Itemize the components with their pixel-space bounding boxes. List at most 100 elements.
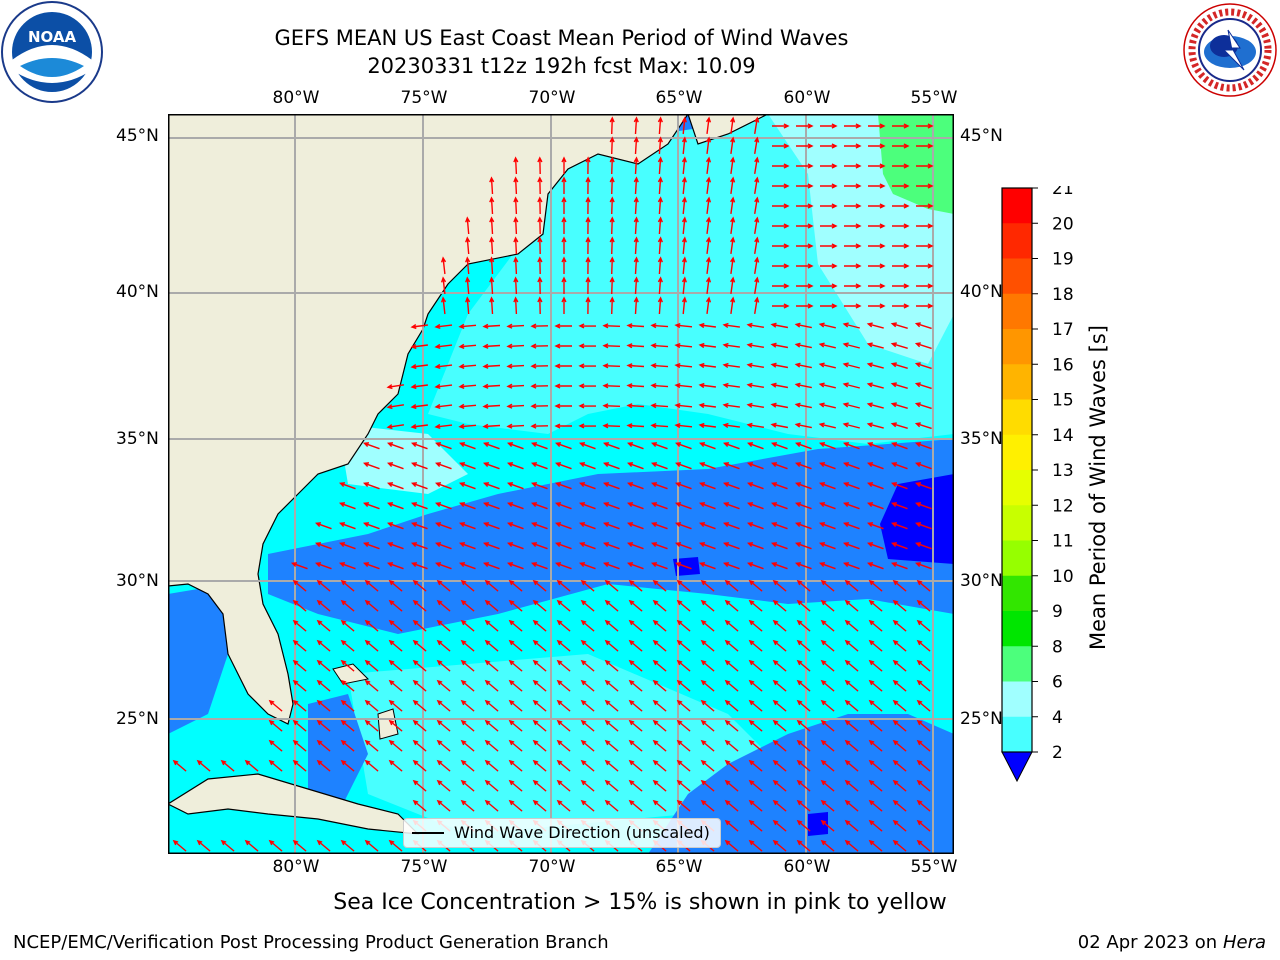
wind-wave-arrow (772, 619, 787, 632)
wind-wave-arrow (794, 362, 812, 369)
wind-wave-arrow (723, 462, 740, 470)
wind-wave-arrow (508, 639, 523, 652)
wind-wave-arrow (772, 599, 787, 612)
wind-wave-arrow (730, 276, 736, 294)
colorbar-segment (1002, 646, 1032, 682)
wind-wave-arrow (363, 502, 380, 510)
wind-wave-arrow (626, 363, 645, 369)
wind-wave-arrow (795, 442, 812, 450)
wind-wave-arrow (650, 323, 669, 329)
wind-wave-arrow (867, 502, 884, 510)
wind-wave-arrow (506, 323, 525, 329)
wind-wave-arrow (698, 322, 716, 329)
wind-wave-arrow (916, 263, 934, 269)
wind-wave-arrow (916, 223, 934, 229)
wind-wave-arrow (772, 283, 790, 289)
wind-wave-arrow (244, 839, 259, 852)
wind-wave-arrow (220, 759, 235, 772)
wind-wave-arrow (748, 799, 763, 812)
wind-wave-arrow (633, 236, 639, 255)
wind-wave-arrow (914, 322, 932, 330)
wind-wave-arrow (292, 839, 307, 852)
wind-wave-arrow (818, 422, 836, 429)
footer-date: 02 Apr 2023 on Hera (1078, 932, 1266, 953)
wind-wave-arrow (627, 562, 644, 570)
wind-wave-arrow (820, 679, 835, 692)
wind-wave-arrow (700, 759, 715, 772)
map-panel[interactable]: Wind Wave Direction (unscaled) (168, 114, 954, 854)
wind-wave-arrow (698, 362, 716, 369)
wind-wave-arrow (436, 579, 451, 592)
wind-wave-arrow (412, 759, 427, 772)
wind-wave-arrow (651, 522, 668, 530)
wind-wave-arrow (916, 579, 931, 592)
wind-wave-arrow (868, 659, 883, 672)
lon-label-top: 60°W (783, 88, 831, 108)
wind-wave-arrow (820, 759, 835, 772)
wind-wave-arrow (556, 639, 571, 652)
wind-wave-arrow (698, 342, 716, 349)
wind-wave-arrow (916, 719, 931, 732)
wind-wave-arrow (627, 502, 644, 510)
wind-wave-arrow (772, 163, 790, 169)
wind-wave-arrow (657, 196, 663, 215)
wind-wave-arrow (537, 196, 543, 215)
wind-wave-arrow (484, 639, 499, 652)
wind-wave-arrow (819, 442, 836, 450)
wind-wave-arrow (388, 719, 403, 732)
wind-wave-arrow (820, 599, 835, 612)
wind-wave-arrow (844, 699, 859, 712)
wind-wave-arrow (843, 462, 860, 470)
wind-wave-arrow (460, 739, 475, 752)
lat-label-left: 40°N (116, 282, 159, 302)
wind-wave-arrow (556, 719, 571, 732)
colorbar-extend-triangle (1001, 751, 1033, 783)
wind-wave-arrow (580, 759, 595, 772)
wind-wave-arrow (772, 819, 787, 832)
wind-wave-arrow (794, 342, 812, 349)
wind-wave-arrow (844, 263, 862, 269)
wind-wave-arrow (387, 462, 404, 470)
wind-wave-arrow (459, 442, 476, 450)
wind-wave-arrow (556, 799, 571, 812)
wind-wave-arrow (868, 243, 886, 249)
wind-wave-arrow (652, 719, 667, 732)
wind-wave-arrow (628, 799, 643, 812)
wind-wave-arrow (699, 442, 716, 450)
wind-wave-arrow (316, 659, 331, 672)
wind-wave-arrow (508, 599, 523, 612)
wind-wave-arrow (579, 442, 596, 450)
wind-wave-arrow (532, 739, 547, 752)
wind-wave-arrow (316, 739, 331, 752)
wind-wave-arrow (580, 659, 595, 672)
wind-wave-arrow (916, 639, 931, 652)
wind-wave-arrow (916, 303, 934, 309)
wind-wave-arrow (772, 243, 790, 249)
wind-wave-arrow (436, 619, 451, 632)
wind-wave-arrow (771, 502, 788, 510)
wind-wave-arrow (388, 659, 403, 672)
wind-wave-arrow (340, 599, 355, 612)
lat-label-right: 35°N (960, 429, 1003, 449)
wind-wave-arrow (532, 719, 547, 732)
wind-wave-arrow (844, 839, 859, 852)
wind-wave-arrow (651, 462, 668, 470)
wind-wave-arrow (484, 579, 499, 592)
wind-wave-arrow (820, 839, 835, 852)
wind-wave-arrow (196, 759, 211, 772)
wind-wave-arrow (482, 423, 501, 429)
wind-wave-arrow (796, 639, 811, 652)
wind-wave-arrow (460, 659, 475, 672)
wind-wave-arrow (892, 819, 907, 832)
wind-wave-arrow (364, 679, 379, 692)
wind-wave-arrow (730, 256, 736, 274)
wind-wave-arrow (172, 839, 187, 852)
wind-wave-arrow (868, 839, 883, 852)
colorbar-segment (1002, 329, 1032, 365)
wind-wave-arrow (364, 699, 379, 712)
wind-wave-arrow (916, 619, 931, 632)
wind-wave-arrow (916, 143, 934, 149)
wind-wave-arrow (555, 462, 572, 470)
wind-wave-arrow (410, 424, 428, 430)
wind-wave-arrow (531, 522, 548, 530)
